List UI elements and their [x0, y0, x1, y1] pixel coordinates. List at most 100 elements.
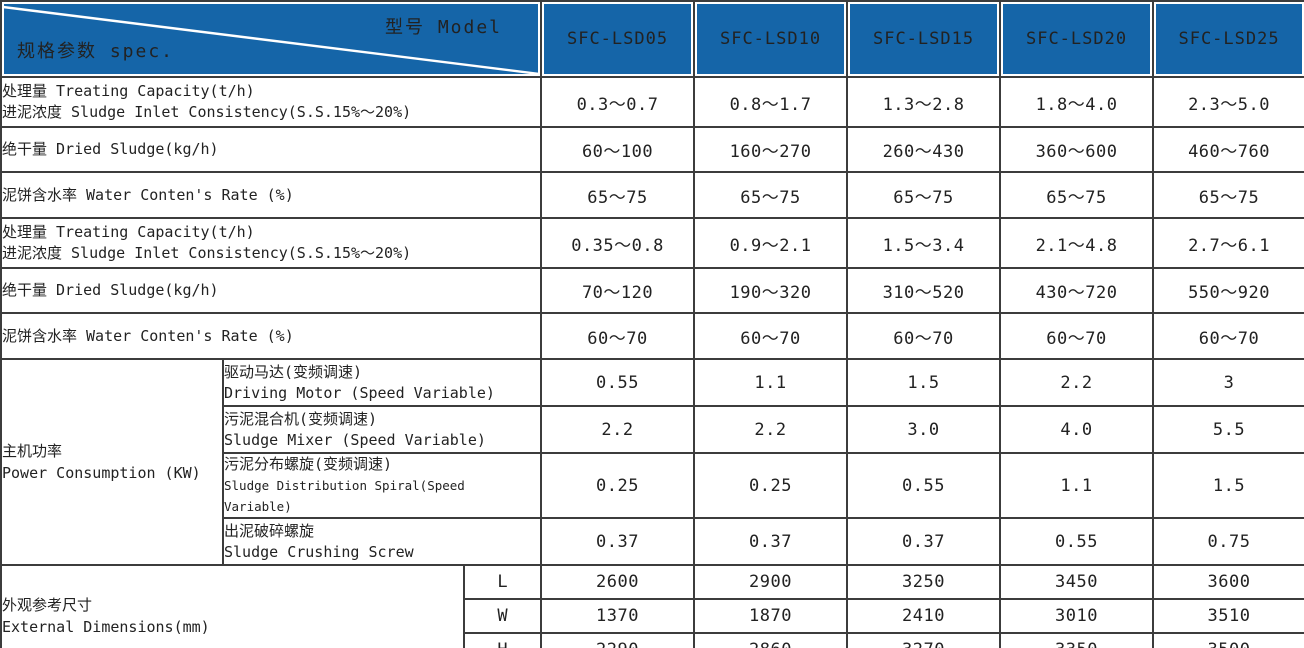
row-label-water-content-1: 泥饼含水率 Water Conten's Rate (%) [0, 171, 543, 219]
table-row: 绝干量 Dried Sludge(kg/h) 70～120 190～320 31… [0, 267, 1304, 314]
table-row: W 1370 1870 2410 3010 3510 [1, 598, 1304, 634]
row-label-treating-capacity-1: 处理量 Treating Capacity(t/h) 进泥浓度 Sludge I… [0, 76, 543, 128]
value-cell: 0.8～1.7 [693, 76, 849, 128]
value-cell: 0.75 [1152, 517, 1304, 566]
value-cell: 60～70 [999, 312, 1155, 360]
value-cell: 1370 [540, 598, 696, 634]
value-cell: 3500 [1152, 632, 1304, 648]
axis-label-width: W [462, 598, 543, 634]
value-cell: 60～70 [693, 312, 849, 360]
table-row: 处理量 Treating Capacity(t/h) 进泥浓度 Sludge I… [0, 217, 1304, 269]
table-row: 出泥破碎螺旋 Sludge Crushing Screw 0.37 0.37 0… [1, 517, 1304, 566]
value-cell: 2600 [540, 564, 696, 600]
value-cell: 3250 [846, 564, 1002, 600]
value-cell: 0.55 [540, 358, 696, 407]
axis-label-length: L [462, 564, 543, 600]
table-row: 泥饼含水率 Water Conten's Rate (%) 65～75 65～7… [0, 171, 1304, 219]
value-cell: 1.5 [846, 358, 1002, 407]
value-cell: 0.3～0.7 [540, 76, 696, 128]
value-cell: 2.2 [693, 405, 849, 454]
group-label-power-consumption: 主机功率 Power Consumption (KW) [0, 358, 224, 566]
sub-label-distribution-spiral: 污泥分布螺旋(变频调速) Sludge Distribution Spiral(… [221, 452, 543, 519]
value-cell: 0.55 [999, 517, 1155, 566]
value-cell: 0.55 [846, 452, 1002, 519]
value-cell: 5.5 [1152, 405, 1304, 454]
value-cell: 3450 [999, 564, 1155, 600]
value-cell: 3 [1152, 358, 1304, 407]
value-cell: 65～75 [999, 171, 1155, 219]
value-cell: 1.1 [693, 358, 849, 407]
value-cell: 550～920 [1152, 267, 1304, 314]
value-cell: 70～120 [540, 267, 696, 314]
value-cell: 60～70 [1152, 312, 1304, 360]
table-row: 绝干量 Dried Sludge(kg/h) 60～100 160～270 26… [0, 126, 1304, 173]
row-label-treating-capacity-2: 处理量 Treating Capacity(t/h) 进泥浓度 Sludge I… [0, 217, 543, 269]
value-cell: 65～75 [540, 171, 696, 219]
value-cell: 2.3～5.0 [1152, 76, 1304, 128]
value-cell: 3010 [999, 598, 1155, 634]
value-cell: 2900 [693, 564, 849, 600]
model-header-sfc-lsd20: SFC-LSD20 [999, 0, 1155, 78]
value-cell: 1870 [693, 598, 849, 634]
value-cell: 2.1～4.8 [999, 217, 1155, 269]
value-cell: 0.37 [540, 517, 696, 566]
value-cell: 2410 [846, 598, 1002, 634]
header-row: 型号 Model 规格参数 spec. SFC-LSD05 SFC-LSD10 … [0, 0, 1304, 78]
value-cell: 2860 [693, 632, 849, 648]
value-cell: 0.37 [846, 517, 1002, 566]
row-label-dried-sludge-1: 绝干量 Dried Sludge(kg/h) [0, 126, 543, 173]
value-cell: 3.0 [846, 405, 1002, 454]
value-cell: 2.2 [540, 405, 696, 454]
value-cell: 65～75 [1152, 171, 1304, 219]
value-cell: 0.9～2.1 [693, 217, 849, 269]
value-cell: 0.25 [540, 452, 696, 519]
header-diagonal-cell: 型号 Model 规格参数 spec. [0, 0, 543, 78]
table-row: 泥饼含水率 Water Conten's Rate (%) 60～70 60～7… [0, 312, 1304, 360]
model-header-sfc-lsd25: SFC-LSD25 [1152, 0, 1304, 78]
value-cell: 260～430 [846, 126, 1002, 173]
table-row: 处理量 Treating Capacity(t/h) 进泥浓度 Sludge I… [0, 76, 1304, 128]
value-cell: 1.1 [999, 452, 1155, 519]
value-cell: 0.25 [693, 452, 849, 519]
value-cell: 60～70 [846, 312, 1002, 360]
model-header-sfc-lsd05: SFC-LSD05 [540, 0, 696, 78]
value-cell: 0.37 [693, 517, 849, 566]
value-cell: 65～75 [846, 171, 1002, 219]
value-cell: 1.5～3.4 [846, 217, 1002, 269]
value-cell: 0.35～0.8 [540, 217, 696, 269]
group-label-external-dimensions: 外观参考尺寸 External Dimensions(mm) [0, 564, 465, 648]
value-cell: 1.3～2.8 [846, 76, 1002, 128]
value-cell: 460～760 [1152, 126, 1304, 173]
value-cell: 3350 [999, 632, 1155, 648]
value-cell: 65～75 [693, 171, 849, 219]
value-cell: 310～520 [846, 267, 1002, 314]
row-label-dried-sludge-2: 绝干量 Dried Sludge(kg/h) [0, 267, 543, 314]
header-spec-label: 规格参数 spec. [17, 41, 175, 62]
table-row: 污泥混合机(变频调速) Sludge Mixer (Speed Variable… [1, 405, 1304, 454]
model-header-sfc-lsd10: SFC-LSD10 [693, 0, 849, 78]
value-cell: 1.8～4.0 [999, 76, 1155, 128]
table-row: 外观参考尺寸 External Dimensions(mm) L 2600 29… [0, 564, 1304, 648]
value-cell: 2.2 [999, 358, 1155, 407]
sub-label-crushing-screw: 出泥破碎螺旋 Sludge Crushing Screw [221, 517, 543, 566]
table-row: 主机功率 Power Consumption (KW) 驱动马达(变频调速) D… [0, 358, 1304, 566]
header-model-label: 型号 Model [385, 17, 503, 38]
value-cell: 3270 [846, 632, 1002, 648]
sub-label-sludge-mixer: 污泥混合机(变频调速) Sludge Mixer (Speed Variable… [221, 405, 543, 454]
value-cell: 2290 [540, 632, 696, 648]
model-header-sfc-lsd15: SFC-LSD15 [846, 0, 1002, 78]
value-cell: 160～270 [693, 126, 849, 173]
table-row: 污泥分布螺旋(变频调速) Sludge Distribution Spiral(… [1, 452, 1304, 519]
row-label-water-content-2: 泥饼含水率 Water Conten's Rate (%) [0, 312, 543, 360]
sub-label-driving-motor: 驱动马达(变频调速) Driving Motor (Speed Variable… [221, 358, 543, 407]
value-cell: 1.5 [1152, 452, 1304, 519]
value-cell: 4.0 [999, 405, 1155, 454]
axis-label-height: H [462, 632, 543, 648]
value-cell: 3510 [1152, 598, 1304, 634]
value-cell: 3600 [1152, 564, 1304, 600]
value-cell: 360～600 [999, 126, 1155, 173]
table-row: H 2290 2860 3270 3350 3500 [1, 632, 1304, 648]
value-cell: 60～70 [540, 312, 696, 360]
